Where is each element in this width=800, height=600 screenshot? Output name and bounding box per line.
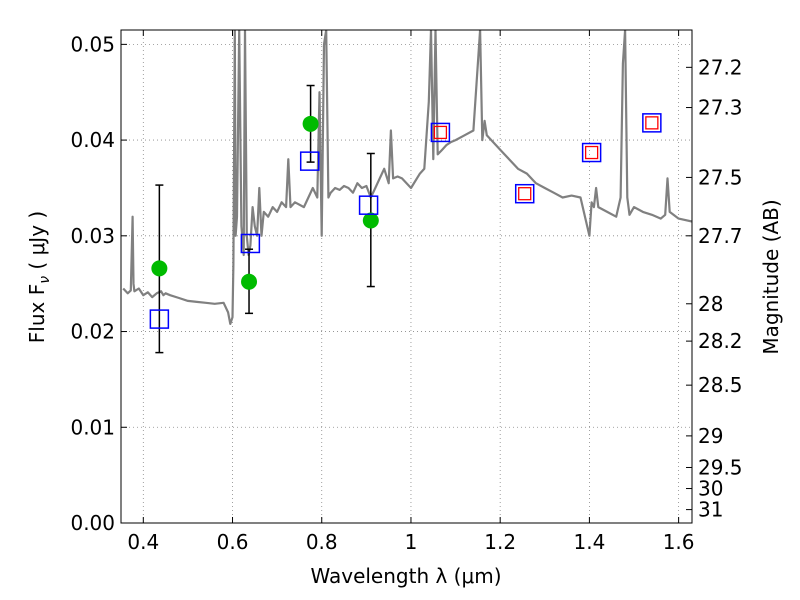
x-tick-label: 0.4 — [127, 530, 159, 554]
magnitude-tick-label: 28 — [698, 292, 723, 316]
y-axis-label-text: Flux F — [25, 284, 49, 343]
model-square-red — [645, 116, 659, 130]
spectrum-line — [122, 30, 692, 325]
spectrum-series — [122, 30, 692, 325]
magnitude-axis-label: Magnitude (AB) — [759, 199, 783, 354]
magnitude-tick-label: 27.5 — [698, 165, 743, 189]
magnitude-tick-label: 30 — [698, 477, 723, 501]
model-square-blue — [358, 195, 379, 215]
y-tick-label: 0.05 — [70, 32, 115, 56]
y-tick-label: 0.03 — [70, 224, 115, 248]
model-square-blue — [430, 122, 451, 143]
model-square-blue — [149, 309, 170, 329]
errorbars — [155, 84, 375, 354]
y-axis-label-subscript: ν — [37, 276, 53, 284]
model-squares — [149, 113, 662, 329]
model-square-blue — [514, 183, 535, 204]
magnitude-tick-label: 31 — [698, 498, 723, 522]
observed-points — [151, 115, 379, 290]
observed-point — [241, 273, 258, 290]
observed-point — [362, 212, 379, 229]
observed-point — [302, 115, 319, 132]
x-tick-label: 1 — [405, 530, 418, 554]
y-axis-label-unit: ( μJy ) — [25, 211, 49, 276]
magnitude-tick-label: 28.2 — [698, 329, 743, 353]
axis-ticks: 0.4 0.6 0.8 1 1.2 1.4 1.6 0.00 0.01 0.02 0.03 0.04 0… — [70, 30, 743, 554]
model-square-red — [518, 187, 532, 201]
model-square-blue — [299, 151, 320, 171]
x-axis-label: Wavelength λ (μm) — [310, 564, 501, 588]
model-square-blue — [642, 113, 662, 133]
y-tick-label: 0.02 — [70, 320, 115, 344]
model-square-red — [584, 145, 599, 160]
y-axis-label: Flux Fν ( μJy ) — [25, 211, 53, 343]
x-tick-label: 0.6 — [217, 530, 249, 554]
x-tick-label: 1.4 — [573, 530, 605, 554]
magnitude-tick-label: 29.5 — [698, 455, 743, 479]
magnitude-tick-label: 27.7 — [698, 224, 743, 248]
y-tick-label: 0.00 — [70, 511, 115, 535]
plot-frame — [120, 29, 693, 524]
magnitude-tick-label: 28.5 — [698, 373, 743, 397]
x-tick-label: 1.2 — [484, 530, 516, 554]
x-tick-label: 0.8 — [306, 530, 338, 554]
magnitude-tick-label: 29 — [698, 424, 723, 448]
model-square-red — [433, 125, 448, 140]
x-tick-label: 1.6 — [663, 530, 695, 554]
y-tick-label: 0.04 — [70, 128, 115, 152]
grid-lines — [121, 30, 692, 524]
model-square-blue — [581, 142, 602, 163]
observed-point — [151, 260, 168, 277]
y-tick-label: 0.01 — [70, 415, 115, 439]
magnitude-tick-label: 27.2 — [698, 55, 743, 79]
model-square-blue — [240, 233, 261, 254]
magnitude-tick-label: 27.3 — [698, 96, 743, 120]
